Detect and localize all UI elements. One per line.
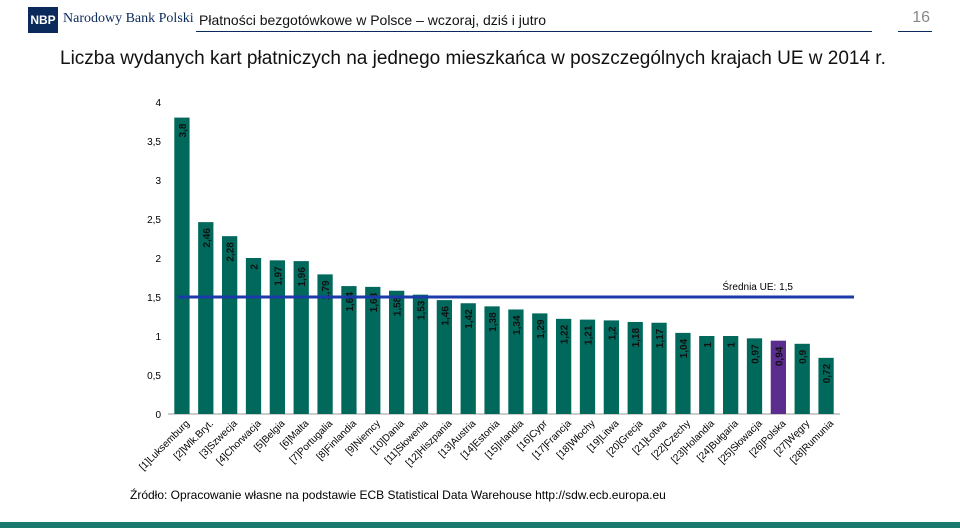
bars: 3,8 2,46 2,28 2 1,97 1,96 1,79 1,64 1,63 1,58 1,53… xyxy=(174,117,834,414)
bar xyxy=(222,236,238,414)
bar xyxy=(317,274,333,414)
presentation-title: Płatności bezgotówkowe w Polsce – wczora… xyxy=(199,12,547,28)
source-note: Źródło: Opracowanie własne na podstawie … xyxy=(130,488,666,502)
bar xyxy=(651,322,667,414)
average-line-group: Średnia UE: 1,5 xyxy=(178,280,854,299)
header-divider xyxy=(196,31,872,32)
bar-value-label: 1,46 xyxy=(440,306,451,326)
bar xyxy=(603,320,619,414)
bar xyxy=(746,338,763,414)
bar-value-label: 1 xyxy=(703,342,714,348)
bar xyxy=(436,300,452,414)
bar xyxy=(818,357,834,414)
bar xyxy=(532,313,548,414)
bar xyxy=(174,117,190,414)
bar-value-label: 1,63 xyxy=(369,292,380,312)
bar-value-label: 1,17 xyxy=(655,328,666,348)
page-number-divider xyxy=(898,31,932,32)
bar-value-label: 1,38 xyxy=(488,312,499,332)
bar-value-label: 1,42 xyxy=(464,309,475,329)
bar-value-label: 3,8 xyxy=(178,123,189,137)
bar-value-label: 1,97 xyxy=(273,266,284,286)
bar xyxy=(460,303,476,414)
nbp-logo: NBP Narodowy Bank Polski xyxy=(28,7,194,33)
bar-value-label: 2 xyxy=(250,264,261,270)
bar xyxy=(508,309,524,414)
logo-mark: NBP xyxy=(28,7,58,33)
bar-value-label: 2,46 xyxy=(202,228,213,248)
y-tick-label: 1,5 xyxy=(147,293,161,304)
bar xyxy=(389,290,405,414)
bar-value-label: 0,9 xyxy=(798,349,809,363)
logo-name: Narodowy Bank Polski xyxy=(63,11,194,26)
bar xyxy=(293,261,309,414)
footer-bar xyxy=(0,522,960,528)
bar xyxy=(579,319,596,414)
bar xyxy=(198,222,214,414)
bar-value-label: 1,79 xyxy=(321,280,332,300)
bar-value-label: 1,34 xyxy=(512,315,523,335)
bar xyxy=(269,260,285,414)
bar-value-label: 1,2 xyxy=(607,326,618,340)
bar-highlight xyxy=(770,340,786,414)
bar-value-label: 1,58 xyxy=(393,296,404,316)
bar xyxy=(412,294,429,414)
y-tick-label: 1 xyxy=(155,332,161,343)
bar-value-label: 1,21 xyxy=(584,325,595,345)
y-tick-label: 2,5 xyxy=(147,215,161,226)
bar xyxy=(365,286,381,414)
bar-value-label: 1,29 xyxy=(536,319,547,339)
y-tick-label: 2 xyxy=(155,254,161,265)
bar xyxy=(484,306,500,414)
y-tick-label: 3 xyxy=(155,176,161,187)
y-tick-label: 3,5 xyxy=(147,137,161,148)
bar xyxy=(556,318,572,414)
chart-title: Liczba wydanych kart płatniczych na jedn… xyxy=(60,48,886,69)
bar-value-label: 1,64 xyxy=(345,292,356,312)
average-label: Średnia UE: 1,5 xyxy=(722,280,793,293)
x-axis-labels: [1]Luksemburg[2]Wlk.Bryt.[3]Szwecja[4]Ch… xyxy=(137,418,836,473)
bar xyxy=(723,336,739,414)
bar-value-label: 0,97 xyxy=(751,344,762,364)
bar xyxy=(794,343,810,414)
bar xyxy=(341,286,357,414)
bar-value-label: 1,04 xyxy=(679,338,690,358)
y-tick-label: 0,5 xyxy=(147,371,161,382)
bar xyxy=(627,321,643,414)
page-number: 16 xyxy=(912,9,930,26)
bar-value-label: 0,72 xyxy=(822,363,833,383)
bar xyxy=(245,258,262,414)
y-tick-label: 4 xyxy=(155,98,161,109)
bar xyxy=(699,336,715,414)
bar-value-label: 1 xyxy=(727,342,738,348)
y-tick-label: 0 xyxy=(155,410,161,421)
bar xyxy=(675,332,691,414)
bar-value-label: 1,53 xyxy=(417,300,428,320)
bar-value-label: 2,28 xyxy=(226,242,237,262)
bar-value-label: 1,18 xyxy=(631,328,642,348)
bar-value-label: 1,22 xyxy=(560,324,571,344)
bar-value-label: 1,96 xyxy=(297,267,308,287)
bar-value-label: 0,94 xyxy=(774,346,785,366)
